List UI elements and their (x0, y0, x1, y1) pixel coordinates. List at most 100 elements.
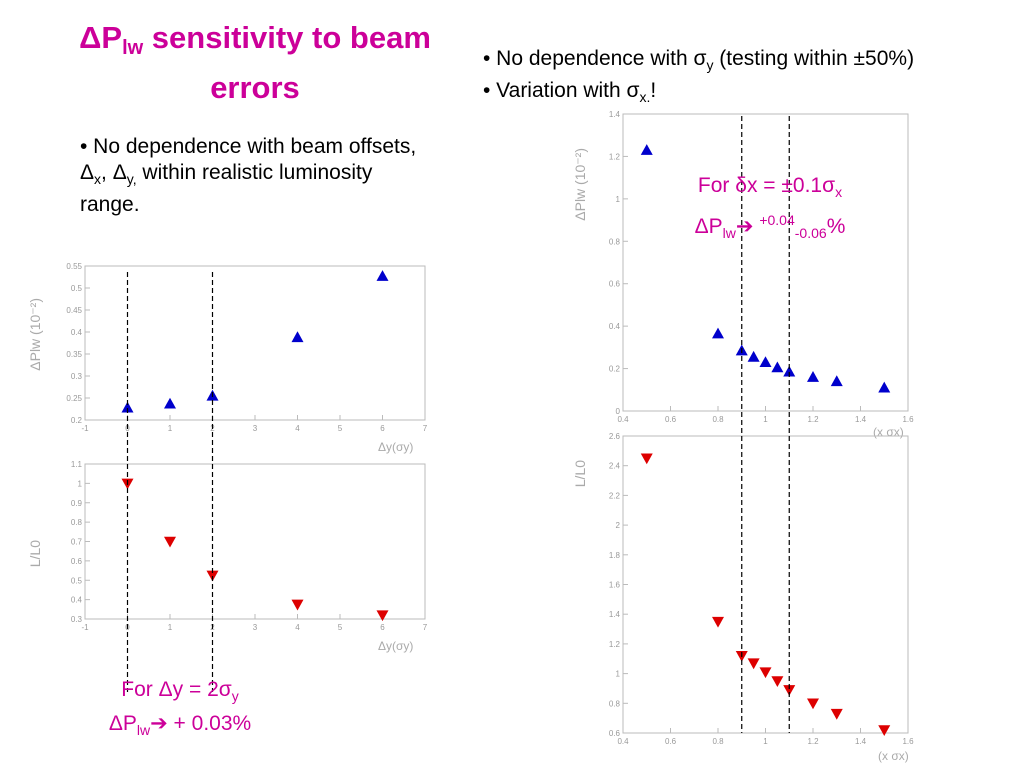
data-point (759, 667, 772, 679)
data-point (759, 356, 772, 368)
data-point (747, 658, 760, 670)
data-point (121, 401, 134, 413)
x-tick-label: 1 (763, 415, 768, 424)
data-point (291, 599, 304, 611)
y-tick-label: 0 (616, 407, 621, 416)
x-tick-label: 1 (168, 623, 173, 632)
data-point (640, 453, 653, 465)
y-tick-label: 0.35 (66, 350, 82, 359)
note-sigma: σ (822, 174, 836, 197)
x-tick-label: 0.6 (665, 737, 677, 746)
data-point (783, 685, 796, 696)
y-tick-label: 0.45 (66, 306, 82, 315)
x-tick-label: 1 (168, 424, 173, 433)
x-tick-label: 1.6 (902, 737, 914, 746)
note-text: + 0.03% (167, 712, 252, 736)
y-tick-label: 0.8 (71, 518, 83, 527)
x-tick-label: 7 (423, 424, 428, 433)
x-tick-label: 5 (338, 623, 343, 632)
title-subscript: lw (122, 37, 144, 59)
bullet-rest: ! (650, 79, 657, 103)
sigma-sub: x. (639, 89, 651, 106)
left-bullet: • No dependence with beam offsets, Δx, Δ… (80, 134, 420, 218)
note-text: For (121, 678, 159, 701)
x-tick-label: 0.8 (712, 415, 724, 424)
y-axis-label: L/L0 (27, 540, 43, 567)
x-tick-label: 4 (295, 623, 300, 632)
note-sub: lw (722, 225, 736, 242)
data-point (771, 361, 784, 373)
right-bullet-1: • No dependence with σy (testing within … (483, 46, 1023, 78)
note-right-line2: ΔPlw➔ +0.04-0.06% (630, 206, 910, 247)
y-tick-label: 1.4 (609, 110, 621, 119)
plot-frame (622, 435, 909, 734)
data-point (712, 327, 724, 339)
data-point (747, 350, 760, 362)
arrow-icon: ➔ (735, 215, 760, 239)
y-tick-label: 2.4 (609, 462, 621, 471)
data-point (878, 725, 891, 737)
data-point (830, 375, 843, 387)
data-point (830, 708, 843, 720)
y-tick-label: 0.8 (609, 699, 621, 708)
bullet-text: • No dependence with (483, 47, 694, 70)
y-tick-label: 0.55 (66, 262, 82, 271)
delta-x-symbol: Δ (80, 161, 95, 184)
y-tick-label: 0.7 (71, 538, 83, 547)
data-point (712, 616, 724, 628)
delta-y-symbol: Δ (112, 161, 127, 184)
note-percent: % (826, 215, 846, 239)
note-text: y = 2 (172, 678, 219, 701)
note-text: For (697, 174, 736, 197)
x-tick-label: 6 (380, 623, 385, 632)
note-left: For Δy = 2σy ΔPlw➔ + 0.03% (60, 676, 300, 744)
data-point (164, 397, 176, 409)
y-tick-label: 1.8 (609, 551, 621, 560)
y-tick-label: 0.4 (71, 596, 83, 605)
chart-panel-4: 0.60.811.21.41.61.822.22.42.60.4 0.6 0.8 1 1… (572, 432, 914, 763)
y-tick-label: 1 (616, 670, 621, 679)
chart-panel-2: 0.30.40.50.60.70.80.911.1-101234567L/L0Δ… (27, 460, 428, 653)
x-tick-label: 1.2 (807, 737, 819, 746)
note-sub: x (835, 184, 843, 201)
y-tick-label: 1.6 (609, 581, 621, 590)
delta-x-sub: x (94, 171, 102, 188)
delta-y-sub: y, (126, 171, 137, 188)
note-right: For δx = ±0.1σx ΔPlw➔ +0.04-0.06% (630, 172, 910, 247)
y-axis-label: ΔPlw (10⁻²) (572, 148, 588, 221)
data-point (878, 381, 891, 393)
data-point (376, 610, 389, 622)
data-point (771, 676, 784, 688)
note-delta-p: ΔP (694, 215, 723, 239)
right-bullet-2: • Variation with σx.! (483, 78, 1023, 110)
y-tick-label: 0.2 (609, 365, 621, 374)
x-axis-label: Δy(σy) (378, 440, 413, 454)
left-bullet-text: • No dependence with beam offsets, (80, 135, 417, 158)
note-text: x = ±0.1 (746, 174, 823, 197)
note-sigma: σ (218, 678, 232, 701)
note-sup: +0.04 (759, 212, 795, 229)
y-tick-label: 2.2 (609, 491, 621, 500)
x-tick-label: 1.4 (855, 415, 867, 424)
y-tick-label: 1 (78, 479, 83, 488)
bullet-text: • Variation with (483, 79, 627, 103)
y-tick-label: 0.5 (71, 284, 83, 293)
plot-frame (84, 463, 426, 620)
y-tick-label: 0.9 (71, 499, 83, 508)
y-tick-label: 0.3 (71, 615, 83, 624)
bullet-rest: (testing within ±50%) (713, 47, 915, 70)
x-tick-label: 1.4 (855, 737, 867, 746)
y-tick-label: 0.4 (71, 328, 83, 337)
y-tick-label: 1.2 (609, 640, 621, 649)
data-point (807, 698, 819, 710)
x-tick-label: 3 (253, 623, 258, 632)
slide-title: ΔPlw sensitivity to beam errors (40, 18, 470, 108)
y-tick-label: 0.3 (71, 372, 83, 381)
y-tick-label: 2.6 (609, 432, 621, 441)
note-sub: y (231, 688, 239, 705)
x-tick-label: 7 (423, 623, 428, 632)
note-left-line1: For Δy = 2σy (60, 676, 300, 710)
chart-panel-3: 0 0.2 0.4 0.6 0.8 1 1.2 1.4 0.4 0.6 0.8 1 1.2 1.4 1.6 Δ… (572, 110, 914, 439)
x-tick-label: 1.6 (902, 415, 914, 424)
